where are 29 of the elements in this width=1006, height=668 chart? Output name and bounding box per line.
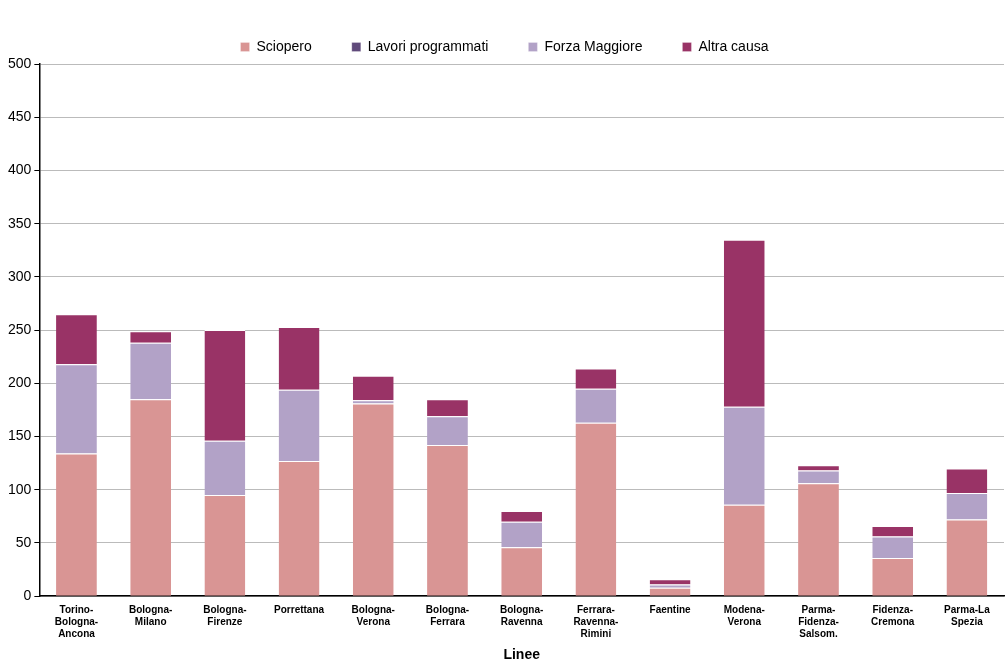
x-tick-label: Modena-Verona [723,603,765,627]
y-tick-label: 100 [8,480,32,497]
x-tick-label: Bologna-Ravenna [500,603,544,627]
x-tick-label: Ferrara-Ravenna-Rimini [573,603,619,639]
legend-label: Lavori programmati [367,37,489,54]
y-tick-label: 400 [8,161,32,178]
x-tick-label: Bologna-Milano [129,603,173,627]
x-tick-label: Faentine [649,603,692,615]
x-tick-label: Parma-La Spezia [944,603,991,627]
y-tick-label: 250 [8,320,32,337]
y-tick-label: 50 [15,533,32,550]
x-tick-label: Bologna-Verona [351,603,395,627]
x-axis-title: Linee [503,646,541,663]
y-tick-label: 0 [23,587,32,604]
y-tick-label: 350 [8,214,32,231]
y-tick-label: 450 [8,108,32,125]
y-tick-label: 500 [8,54,32,71]
x-tick-label: Torino-Bologna-Ancona [54,603,99,639]
x-tick-label: Parma-Fidenza-Salsom. [798,603,839,639]
legend-label: Sciopero [256,37,312,54]
legend-label: Forza Maggiore [544,37,643,54]
x-tick-label: Bologna-Firenze [203,603,247,627]
x-tick-label: Fidenza-Cremona [871,603,915,627]
legend-label: Altra causa [698,37,769,54]
x-tick-label: Porrettana [274,603,325,615]
y-tick-label: 300 [8,267,32,284]
x-tick-label: Bologna-Ferrara [425,603,470,627]
y-tick-label: 200 [8,374,32,391]
y-tick-label: 150 [8,427,32,444]
